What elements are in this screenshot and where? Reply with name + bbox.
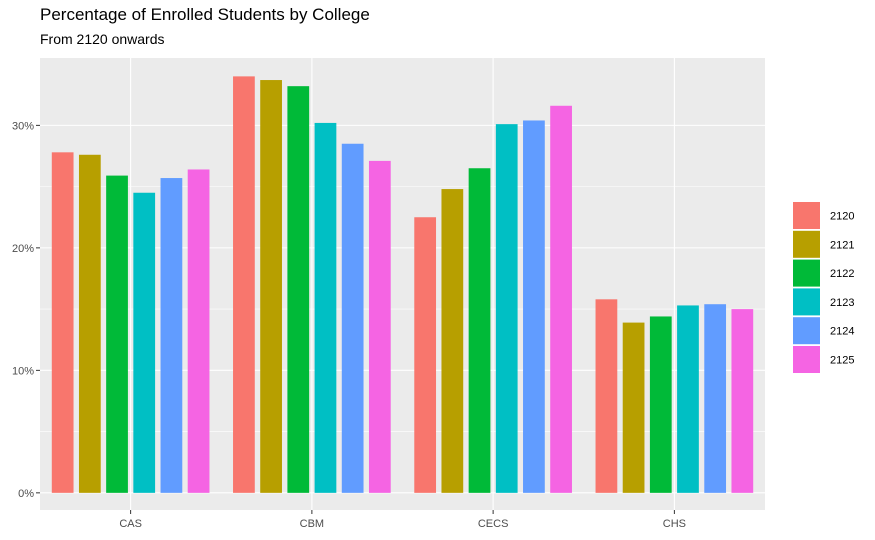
bar	[160, 178, 183, 493]
bar	[287, 86, 310, 493]
bar	[368, 160, 391, 493]
bar	[414, 217, 437, 493]
y-tick-label: 20%	[12, 243, 34, 255]
legend-key	[793, 288, 820, 316]
x-tick-label: CBM	[300, 518, 324, 530]
bar	[187, 169, 210, 493]
legend: 2120 2121 2122 2123 2124 2125	[793, 202, 854, 373]
legend-label: 2122	[830, 268, 854, 280]
y-axis: 0% 10% 20% 30%	[12, 120, 40, 500]
y-tick-label: 30%	[12, 120, 34, 132]
x-tick-label: CECS	[478, 518, 509, 530]
chart-title: Percentage of Enrolled Students by Colle…	[40, 5, 370, 24]
bar	[731, 309, 754, 493]
bar	[441, 189, 464, 493]
bar	[704, 304, 727, 493]
legend-key	[793, 259, 820, 287]
legend-label: 2120	[830, 211, 854, 223]
bar	[233, 76, 255, 493]
bar	[78, 154, 101, 493]
bar	[677, 305, 699, 493]
chart-subtitle: From 2120 onwards	[40, 31, 165, 47]
legend-label: 2121	[830, 239, 854, 251]
legend-key	[793, 202, 820, 229]
bar	[106, 175, 128, 493]
bar	[314, 122, 337, 493]
bar	[495, 124, 518, 493]
x-axis: CAS CBM CECS CHS	[119, 510, 686, 530]
bars	[51, 76, 754, 493]
x-tick-label: CHS	[663, 518, 686, 530]
legend-key	[793, 317, 820, 345]
bar	[133, 192, 156, 493]
legend-key	[793, 230, 820, 258]
legend-label: 2125	[830, 355, 854, 367]
bar	[260, 80, 282, 493]
y-tick-label: 0%	[18, 488, 34, 500]
x-tick-label: CAS	[119, 518, 142, 530]
legend-label: 2124	[830, 326, 854, 338]
bar	[523, 120, 545, 493]
bar	[550, 105, 572, 493]
bar	[341, 143, 364, 493]
bar	[622, 322, 645, 493]
y-tick-label: 10%	[12, 365, 34, 377]
bar	[51, 152, 74, 493]
bar	[595, 299, 618, 493]
bar	[649, 316, 672, 493]
legend-label: 2123	[830, 297, 854, 309]
legend-key	[793, 346, 820, 373]
bar	[468, 168, 491, 493]
